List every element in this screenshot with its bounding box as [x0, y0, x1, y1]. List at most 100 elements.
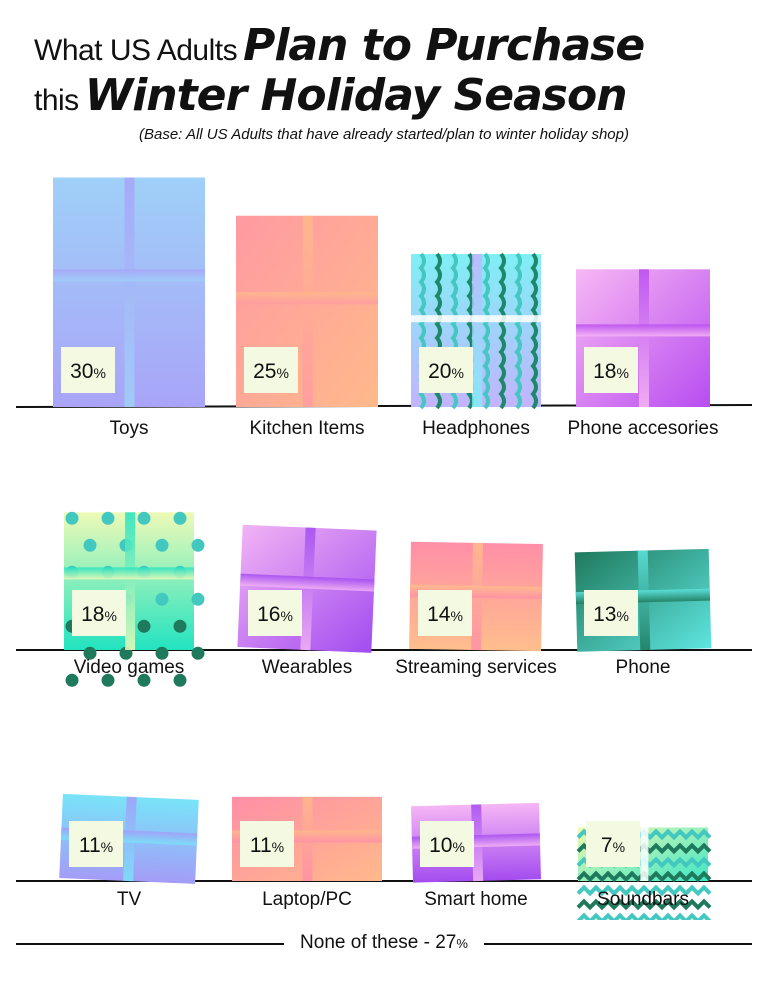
- ribbon-vertical: [472, 254, 483, 407]
- data-label-text: 11%: [250, 834, 284, 857]
- dot-pattern: [191, 538, 205, 552]
- data-label: 20%: [419, 347, 473, 393]
- none-of-these-label: None of these - 27: [300, 932, 457, 953]
- ribbon-horizontal: [411, 315, 541, 323]
- dot-pattern: [65, 673, 79, 687]
- title-small-2: this: [34, 84, 79, 117]
- ribbon-horizontal: [236, 292, 378, 305]
- data-label: 18%: [584, 347, 638, 393]
- data-label: 11%: [240, 821, 294, 867]
- category-label: Smart home: [424, 889, 527, 910]
- data-label: 11%: [69, 821, 123, 867]
- data-label-text: 7%: [601, 834, 625, 857]
- category-label: Toys: [109, 418, 148, 439]
- dot-pattern: [101, 673, 115, 687]
- data-label-box: [244, 347, 298, 393]
- ribbon-vertical: [640, 827, 649, 881]
- category-label: Kitchen Items: [249, 418, 364, 439]
- dot-pattern: [101, 511, 115, 525]
- chart-subtitle: (Base: All US Adults that have already s…: [139, 126, 629, 143]
- ribbon-horizontal: [53, 269, 205, 282]
- dot-pattern: [83, 538, 97, 552]
- footer-rule-right: [484, 943, 752, 945]
- dot-pattern: [83, 646, 97, 660]
- data-label-text: 30%: [70, 360, 106, 383]
- data-label-text: 16%: [257, 603, 293, 626]
- data-label-box: [418, 590, 472, 636]
- dot-pattern: [137, 673, 151, 687]
- data-label: 30%: [61, 347, 115, 393]
- category-label: Video games: [74, 657, 185, 678]
- dot-pattern: [137, 511, 151, 525]
- dot-pattern: [155, 592, 169, 606]
- category-label: Laptop/PC: [262, 889, 352, 910]
- data-label-box: [419, 347, 473, 393]
- none-of-these-unit: %: [456, 936, 468, 951]
- ribbon-vertical: [124, 177, 135, 407]
- data-label-box: [584, 347, 638, 393]
- data-label-text: 18%: [593, 360, 629, 383]
- gift-bar-chart: 30% Toys 25% Kitchen Items 20% Headphones 18% P…: [15, 177, 753, 920]
- ribbon-vertical: [125, 512, 136, 650]
- data-label-text: 20%: [428, 360, 464, 383]
- data-label: 14%: [418, 590, 472, 636]
- data-label-box: [69, 821, 123, 867]
- gift-bar-soundbars: [576, 827, 712, 920]
- data-label-box: [240, 821, 294, 867]
- data-label: 13%: [584, 590, 638, 636]
- category-label: Phone accesories: [567, 418, 718, 439]
- data-label-box: [586, 821, 640, 867]
- dot-pattern: [173, 673, 187, 687]
- ribbon-horizontal: [64, 567, 194, 580]
- chart-title-line-2: this Winter Holiday Season: [34, 70, 768, 121]
- category-label: Soundbars: [597, 889, 689, 910]
- data-label-text: 10%: [429, 834, 465, 857]
- ribbon-horizontal: [576, 324, 710, 337]
- data-label-box: [420, 821, 474, 867]
- wave-pattern: [482, 252, 490, 410]
- data-label-box: [61, 347, 115, 393]
- data-label-text: 25%: [253, 360, 289, 383]
- category-label: Phone: [616, 657, 671, 678]
- data-label-box: [248, 590, 302, 636]
- title-big-2: Winter Holiday Season: [84, 70, 628, 121]
- title-small-1: What US Adults: [34, 34, 238, 67]
- none-of-these-note: None of these - 27%: [0, 932, 768, 954]
- title-big-1: Plan to Purchase: [243, 20, 645, 71]
- data-label: 7%: [586, 821, 640, 867]
- category-label: Headphones: [422, 418, 530, 439]
- data-label-box: [72, 590, 126, 636]
- category-label: TV: [117, 889, 142, 910]
- data-label-text: 13%: [593, 603, 629, 626]
- chart-title-line-1: What US Adults Plan to Purchase: [34, 20, 768, 71]
- wave-pattern: [514, 252, 522, 410]
- dot-pattern: [191, 646, 205, 660]
- zigzag-pattern: [576, 912, 712, 920]
- data-label-text: 18%: [81, 603, 117, 626]
- dot-pattern: [137, 619, 151, 633]
- dot-pattern: [155, 538, 169, 552]
- ribbon-horizontal: [240, 573, 375, 592]
- wave-pattern: [498, 252, 506, 410]
- ribbon-vertical: [300, 527, 316, 651]
- gift-bar-video-games: [64, 511, 205, 687]
- data-label-box: [584, 590, 638, 636]
- dot-pattern: [65, 511, 79, 525]
- ribbon-vertical: [302, 215, 313, 407]
- data-label: 16%: [248, 590, 302, 636]
- dot-pattern: [173, 619, 187, 633]
- data-label: 10%: [420, 821, 474, 867]
- dot-pattern: [191, 592, 205, 606]
- data-label: 25%: [244, 347, 298, 393]
- gift-boxes: 30% Toys 25% Kitchen Items 20% Headphones 18% P…: [53, 177, 719, 920]
- zigzag-pattern: [576, 898, 712, 911]
- data-label-text: 14%: [427, 603, 463, 626]
- data-label-text: 11%: [79, 834, 113, 857]
- wave-pattern: [530, 252, 538, 410]
- category-label: Wearables: [262, 657, 352, 678]
- zigzag-pattern: [576, 884, 712, 897]
- dot-pattern: [173, 511, 187, 525]
- dot-pattern: [119, 646, 133, 660]
- footer-rule-left: [16, 943, 284, 945]
- dot-pattern: [155, 646, 169, 660]
